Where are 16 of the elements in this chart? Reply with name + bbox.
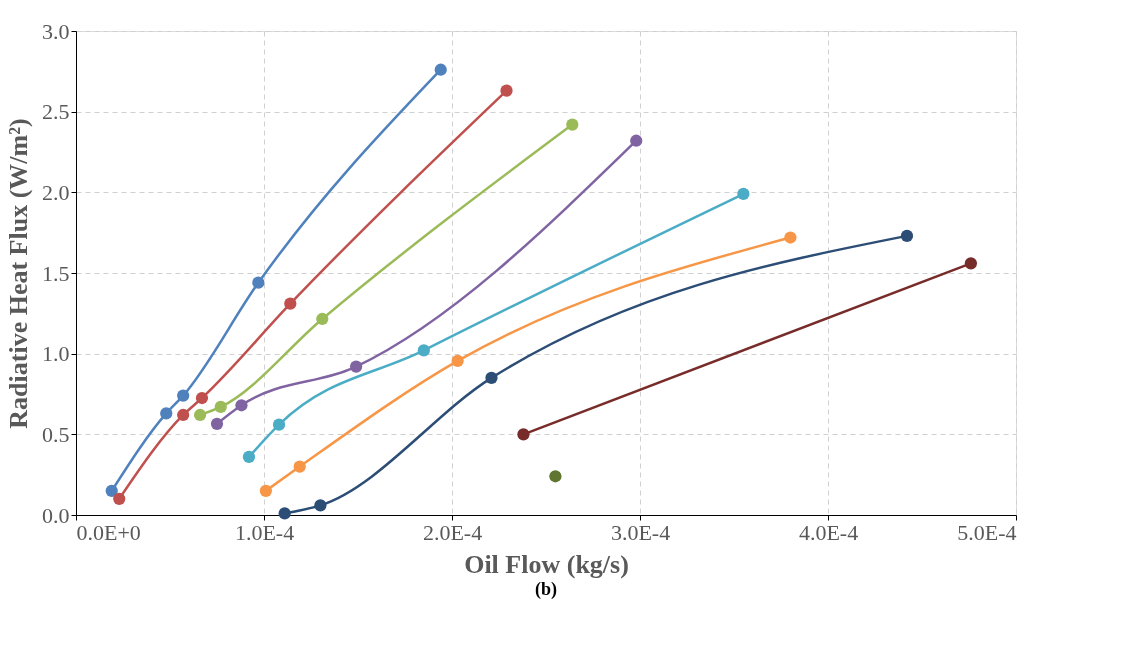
y-tick-label: 1.5 xyxy=(42,260,70,286)
x-tick-label: 5.0E-4 xyxy=(957,519,1017,545)
x-tick-label: 4.0E-4 xyxy=(798,519,859,545)
x-tick-label: 1.0E-4 xyxy=(234,519,295,545)
x-axis-title: Oil Flow (kg/s) xyxy=(464,549,629,579)
y-tick-label: 1.0 xyxy=(42,341,70,367)
y-axis-title: Radiative Heat Flux (W/m²) xyxy=(4,118,33,429)
y-tick-label: 2.5 xyxy=(42,99,70,125)
y-tick-label: 3.0 xyxy=(42,18,70,44)
y-tick-label: 2.0 xyxy=(42,179,70,205)
text: (b) xyxy=(535,579,557,600)
x-tick-label: 0.0E+0 xyxy=(76,519,141,545)
y-tick-label: 0.5 xyxy=(42,421,70,447)
x-tick-label: 2.0E-4 xyxy=(422,519,483,545)
y-tick-label: 0.0 xyxy=(42,502,70,528)
x-tick-label: 3.0E-4 xyxy=(610,519,671,545)
